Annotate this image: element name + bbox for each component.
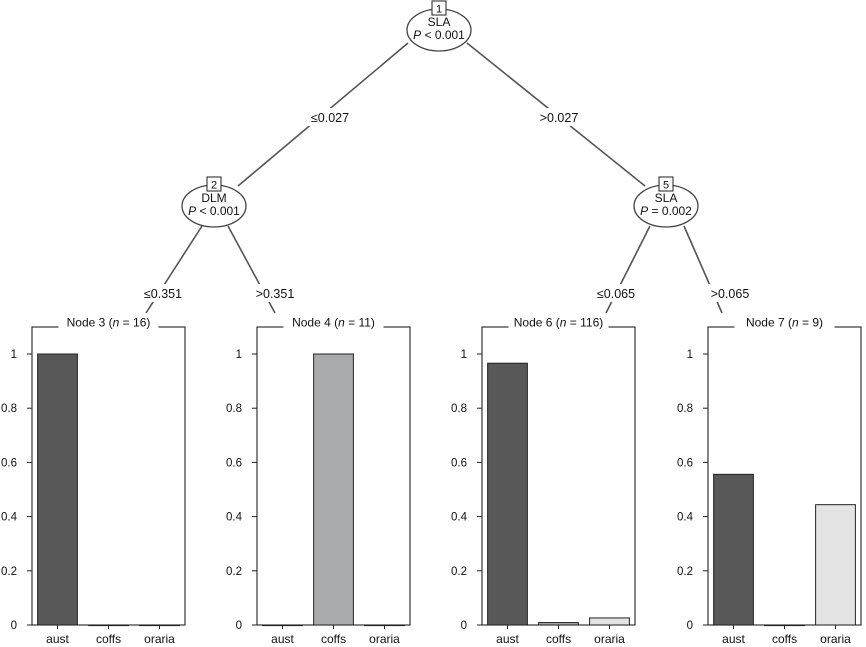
x-tick-label-coffs: coffs [321, 632, 346, 646]
panel-title-bg [508, 316, 609, 330]
y-tick-label: 0.8 [226, 403, 242, 415]
x-tick-label-coffs: coffs [772, 632, 797, 646]
node-pvalue-1: P < 0.001 [413, 28, 465, 42]
x-tick-label-coffs: coffs [546, 632, 571, 646]
y-tick-label: 1 [687, 349, 693, 361]
node-id-2: 2 [211, 180, 217, 192]
y-tick-label: 0.2 [677, 566, 693, 578]
panel-title-count: = 116) [566, 316, 603, 330]
y-tick-label: 1 [236, 349, 242, 361]
panel-title-prefix: Node 3 ( [67, 316, 113, 330]
y-tick-label: 0.8 [451, 403, 467, 415]
panel-title: Node 3 (n = 16) [67, 316, 151, 330]
panel-title-count: = 9) [799, 316, 823, 330]
panel-title-bg [734, 316, 835, 330]
y-tick-label: 0.2 [1, 566, 17, 578]
panel-title-prefix: Node 4 ( [292, 316, 338, 330]
node-pvalue-5: P = 0.002 [640, 204, 692, 218]
panel-title-prefix: Node 7 ( [746, 316, 792, 330]
tree-node-5: 5 SLA P = 0.002 [633, 176, 699, 228]
y-tick-label: 0.6 [677, 457, 693, 469]
panel-title: Node 7 (n = 9) [746, 316, 823, 330]
edge-label-5-7: >0.065 [711, 287, 750, 301]
y-tick-label: 0 [11, 620, 17, 632]
tree-edges [145, 42, 723, 314]
y-tick-label: 0.6 [1, 457, 17, 469]
y-tick-label: 0 [687, 620, 693, 632]
y-tick-label: 0.2 [226, 566, 242, 578]
terminal-node-3: Node 3 (n = 16) 0 0.2 0.4 0.6 0.8 1 aust coffs or… [1, 316, 186, 646]
y-tick-label: 0 [236, 620, 242, 632]
x-tick-label-aust: aust [496, 632, 519, 646]
y-tick-label: 0.8 [677, 403, 693, 415]
bar-oraria [815, 504, 856, 626]
x-tick-label-oraria: oraria [369, 632, 400, 646]
y-tick-label: 0.6 [451, 457, 467, 469]
p-symbol: P [413, 28, 421, 42]
panel-title-count: = 16) [119, 316, 150, 330]
p-value-text: < 0.001 [196, 204, 240, 218]
terminal-node-7: Node 7 (n = 9) 0 0.2 0.4 0.6 0.8 1 aust coffs ora… [677, 316, 862, 646]
edge-label-1-5: >0.027 [540, 111, 579, 125]
node-pvalue-2: P < 0.001 [188, 204, 240, 218]
y-tick-label: 0.4 [226, 512, 243, 524]
p-value-text: = 0.002 [648, 204, 692, 218]
bar-aust [487, 362, 528, 626]
x-tick-label-aust: aust [46, 632, 69, 646]
tree-node-2: 2 DLM P < 0.001 [181, 176, 247, 228]
terminal-node-6: Node 6 (n = 116) 0 0.2 0.4 0.6 0.8 1 aust coffs o… [451, 316, 636, 646]
panel-title-n: n [560, 316, 567, 330]
p-symbol: P [188, 204, 196, 218]
panel-title-n: n [792, 316, 799, 330]
bar-aust [713, 473, 754, 626]
panel-title: Node 4 (n = 11) [292, 316, 375, 330]
node-id-box-5 [658, 176, 674, 192]
tree-node-1: 1 SLA P < 0.001 [406, 0, 472, 52]
p-symbol: P [640, 204, 648, 218]
panel-title-n: n [113, 316, 120, 330]
y-tick-label: 1 [11, 349, 17, 361]
y-tick-label: 0.4 [1, 512, 18, 524]
node-id-1: 1 [436, 4, 442, 16]
edge-label-2-3: ≤0.351 [144, 287, 182, 301]
y-tick-label: 0 [461, 620, 467, 632]
node-variable-1: SLA [428, 15, 451, 29]
bar-aust [37, 353, 78, 626]
x-tick-label-aust: aust [722, 632, 745, 646]
panel-title-count: = 11) [345, 316, 375, 330]
panel-title-n: n [338, 316, 345, 330]
y-tick-label: 1 [461, 349, 467, 361]
edge-label-5-6: ≤0.065 [597, 287, 635, 301]
edge-label-2-4: >0.351 [256, 287, 295, 301]
y-tick-label: 0.4 [677, 512, 694, 524]
p-value-text: < 0.001 [421, 28, 465, 42]
node-variable-5: SLA [655, 191, 678, 205]
edge-labels: ≤0.027 >0.027 ≤0.351 >0.351 ≤0.065 >0.06… [139, 108, 754, 302]
panel-title-prefix: Node 6 ( [514, 316, 560, 330]
node-id-box-2 [206, 176, 222, 192]
y-tick-label: 0.6 [226, 457, 242, 469]
x-tick-label-coffs: coffs [96, 632, 121, 646]
node-id-5: 5 [663, 180, 669, 192]
panel-title: Node 6 (n = 116) [514, 316, 604, 330]
bar-coffs [313, 353, 354, 626]
x-tick-label-oraria: oraria [820, 632, 851, 646]
y-tick-label: 0.2 [451, 566, 467, 578]
panel-title-bg [283, 316, 384, 330]
node-id-box-1 [431, 0, 447, 16]
y-tick-label: 0.4 [451, 512, 468, 524]
edge-label-1-2: ≤0.027 [311, 111, 349, 125]
bar-coffs [538, 622, 579, 626]
y-tick-label: 0.8 [1, 403, 17, 415]
panel-title-bg [58, 316, 159, 330]
x-tick-label-oraria: oraria [594, 632, 625, 646]
x-tick-label-aust: aust [271, 632, 294, 646]
terminal-node-4: Node 4 (n = 11) 0 0.2 0.4 0.6 0.8 1 aust coffs or… [226, 316, 411, 646]
bar-oraria [589, 617, 630, 626]
node-variable-2: DLM [201, 191, 226, 205]
x-tick-label-oraria: oraria [144, 632, 175, 646]
